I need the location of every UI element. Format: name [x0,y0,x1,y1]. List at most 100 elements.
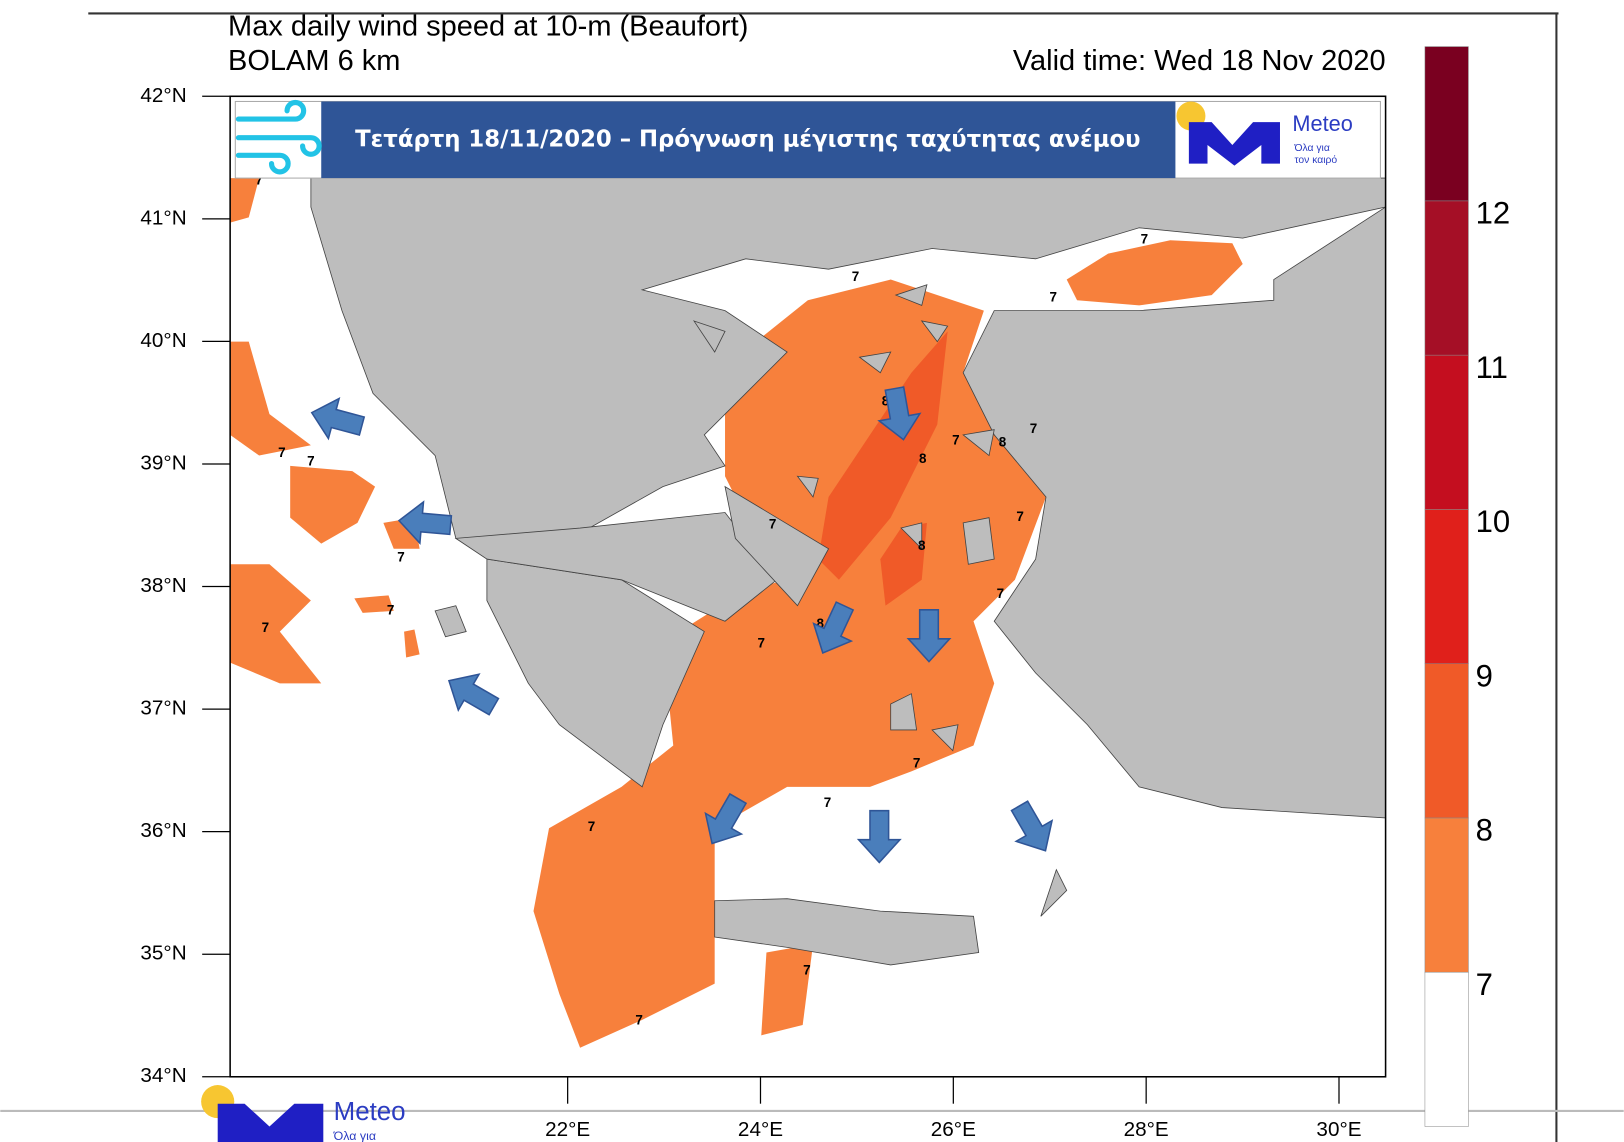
lat-label: 42°N [140,84,186,107]
axes: 42°N 41°N 40°N 39°N 38°N 37°N 36°N 35°N 34°N 22°E… [140,84,1361,1141]
contour-label: 7 [1141,232,1148,247]
contour-label: 7 [278,445,285,460]
wind-area-7-8 [533,279,1046,1048]
logo-tagline: Όλα για [333,1129,376,1142]
wind-arrow [704,792,748,845]
contour-label: 7 [588,819,595,834]
contour-label: 8 [817,616,825,631]
wind-area-7-8 [354,595,394,613]
colorbar-label: 9 [1476,658,1493,693]
wind-icon [235,99,322,175]
land [962,517,995,565]
banner-text: Τετάρτη 18/11/2020 – Πρόγνωση μέγιστης τ… [355,126,1140,152]
wind-arrow [447,673,500,716]
contour-label: 7 [1016,509,1023,524]
lat-label: 38°N [140,574,186,597]
land [724,485,830,607]
wind-area-8-9 [880,522,927,606]
wind-arrow [906,609,952,663]
wind-arrow [856,809,902,864]
footer-logo: Meteo Όλα για [201,1085,406,1142]
lat-label: 39°N [140,451,186,474]
colorbar: 7 8 9 10 11 12 [1424,46,1511,1127]
land [796,475,819,498]
colorbar-segment [1424,663,1469,819]
map-area: 7 7 7 7 7 7 7 7 8 8 7 8 7 7 8 7 7 8 7 7 7 7 7 7 7 [230,96,1386,1077]
colorbar-label: 7 [1476,967,1493,1002]
wind-area-7-8 [230,341,311,456]
contour-label: 7 [824,795,831,810]
contour-label: 7 [262,620,269,635]
wind-area-7-8 [404,629,420,658]
wind-arrow [877,386,922,441]
contour-label: 7 [397,550,404,565]
lon-label: 22°E [545,1118,590,1141]
contour-label: 7 [913,756,920,771]
lat-label: 35°N [140,942,186,965]
contour-label: 8 [918,538,926,553]
subtitle: BOLAM 6 km [228,45,400,77]
land [962,206,1386,819]
land [858,351,892,374]
contour-label: 7 [997,586,1004,601]
wind-arrow [310,397,366,441]
land [486,558,705,788]
logo-tagline: τον καιρό [1294,154,1337,166]
lat-label: 41°N [140,206,186,229]
contour-label: 7 [1049,290,1056,305]
contour-label: 7 [635,1012,642,1027]
land [1040,868,1068,917]
logo-mark [1188,122,1280,166]
colorbar-segment [1424,354,1469,510]
contour-label: 8 [882,393,890,408]
valid-time: Valid time: Wed 18 Nov 2020 [1013,45,1386,77]
contour-label: 7 [803,963,810,978]
contour-label: 7 [255,173,262,188]
contour-label: 7 [307,453,314,468]
colorbar-label: 12 [1476,196,1511,231]
contour-label: 7 [1030,421,1037,436]
lat-label: 36°N [140,819,186,842]
land [692,320,726,353]
lon-label: 28°E [1124,1118,1169,1141]
land [714,898,980,966]
lat-label: 40°N [140,329,186,352]
logo-mark [217,1103,324,1142]
banner: Τετάρτη 18/11/2020 – Πρόγνωση μέγιστης τ… [234,99,1381,179]
colorbar-label: 10 [1476,504,1511,539]
wind-arrow [397,500,453,546]
lat-label: 34°N [140,1064,186,1087]
colorbar-segment [1424,971,1469,1127]
land [931,724,959,752]
contour-label: 8 [919,451,927,466]
contour-label: 7 [387,602,394,617]
land [454,512,778,622]
land [894,284,928,306]
wind-arrow [812,601,855,655]
contour-label: 7 [769,516,776,531]
contour-label: 7 [852,269,859,284]
contour-label: 7 [758,636,765,651]
land [310,177,1386,560]
wind-area-7-8 [230,564,322,684]
colorbar-segment [1424,200,1469,356]
logo-tagline: Όλα για [1293,143,1329,154]
map-layers: 7 7 7 7 7 7 7 7 8 8 7 8 7 7 8 7 7 8 7 7 7 7 7 7 7 [230,96,1386,1077]
lon-label: 24°E [738,1118,783,1141]
wind-area-7-8 [1066,240,1243,306]
land [900,522,923,550]
logo-text: Meteo [334,1098,406,1126]
wind-area-7-8 [290,465,376,544]
colorbar-segment [1424,817,1469,973]
contour-label: 7 [952,433,959,448]
colorbar-segment [1424,46,1469,202]
land [962,429,995,457]
wind-area-7-8 [230,178,260,223]
contour-label: 8 [999,435,1007,450]
colorbar-segment [1424,509,1469,664]
wind-area-8-9 [818,331,948,580]
land [434,605,467,638]
banner-bar [321,101,1176,179]
